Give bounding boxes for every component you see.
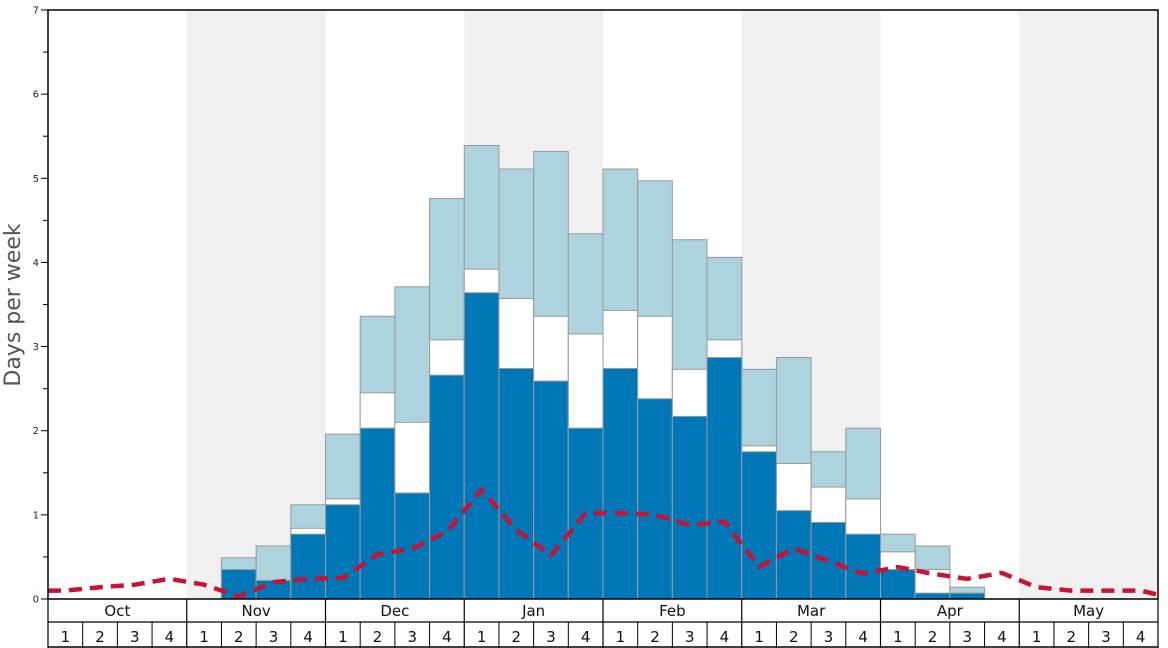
month-label: Oct: [104, 602, 130, 620]
week-label: 2: [928, 628, 938, 646]
bar-dark: [463, 292, 500, 600]
week-label: 2: [512, 628, 522, 646]
bar-dark: [359, 427, 396, 600]
week-label: 4: [858, 628, 868, 646]
month-label: Dec: [380, 602, 409, 620]
week-label: 3: [546, 628, 556, 646]
week-label: 1: [61, 628, 71, 646]
week-label: 1: [616, 628, 626, 646]
bars: [220, 144, 986, 600]
bar-dark: [671, 415, 708, 600]
month-band: [186, 10, 326, 599]
month-label: Apr: [937, 602, 964, 620]
week-label: 1: [893, 628, 903, 646]
week-label: 1: [199, 628, 209, 646]
bar-dark: [637, 398, 673, 600]
y-tick-label: 2: [33, 426, 39, 437]
month-label: Feb: [659, 602, 686, 620]
week-label: 2: [789, 628, 799, 646]
week-label: 3: [962, 628, 972, 646]
y-axis: 0 1 2 3 4 5 6 7: [33, 6, 48, 606]
week-label: 2: [1067, 628, 1077, 646]
bar-dark: [949, 592, 986, 600]
y-tick-label: 6: [33, 90, 39, 101]
week-label: 4: [720, 628, 730, 646]
week-label: 2: [373, 628, 383, 646]
week-label: 4: [165, 628, 175, 646]
week-label: 3: [269, 628, 279, 646]
week-label: 1: [754, 628, 764, 646]
bar-dark: [533, 380, 569, 600]
y-tick-label: 5: [33, 174, 39, 185]
y-tick-label: 7: [33, 6, 39, 17]
week-label: 1: [477, 628, 487, 646]
bar-dark: [914, 592, 951, 600]
week-label: 3: [407, 628, 417, 646]
week-label: 1: [1032, 628, 1042, 646]
bar-dark: [325, 504, 361, 600]
week-label: 3: [824, 628, 834, 646]
bar-dark: [290, 533, 326, 600]
trend-line-layer: [48, 487, 1159, 599]
y-tick-label: 4: [33, 258, 39, 269]
bar-dark: [810, 521, 847, 600]
bar-dark: [706, 357, 743, 600]
month-label: Nov: [241, 602, 270, 620]
y-tick-label: 1: [33, 510, 39, 521]
month-label: May: [1073, 602, 1104, 620]
y-tick-label: 3: [33, 342, 39, 353]
week-label: 4: [442, 628, 452, 646]
week-label: 4: [997, 628, 1007, 646]
month-label: Mar: [797, 602, 826, 620]
bar-dark: [845, 533, 881, 600]
week-label: 3: [685, 628, 695, 646]
bar-dark: [394, 492, 431, 600]
week-label: 4: [303, 628, 313, 646]
bar-dark: [741, 451, 777, 600]
week-label: 2: [234, 628, 244, 646]
week-label: 1: [338, 628, 348, 646]
y-tick-label: 0: [33, 595, 39, 606]
bar-dark: [880, 569, 916, 600]
week-label: 4: [581, 628, 591, 646]
bar-dark: [498, 367, 535, 600]
month-band: [1019, 10, 1158, 599]
week-label: 2: [95, 628, 105, 646]
month-label: Jan: [521, 602, 545, 620]
week-label: 2: [650, 628, 660, 646]
bar-dark: [429, 374, 465, 600]
week-label: 4: [1136, 628, 1146, 646]
bar-dark: [602, 367, 639, 600]
x-axis: Oct Nov Dec Jan Feb Mar Apr May 1 2 3 4 1 2 3 4 1 2 3 4 1 2 3 4…: [47, 599, 1159, 648]
week-label: 3: [1101, 628, 1111, 646]
y-axis-label: Days per week: [1, 223, 26, 386]
trend-line: [48, 487, 1159, 599]
week-label: 3: [130, 628, 140, 646]
